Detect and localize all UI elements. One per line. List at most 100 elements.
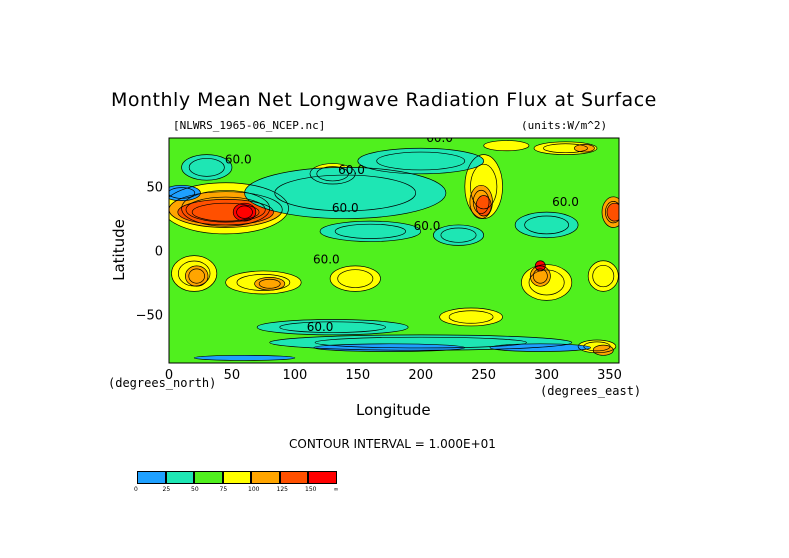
colorbar-swatch — [279, 471, 308, 484]
contour-line — [528, 269, 565, 296]
colorbar-label: 25 — [162, 486, 171, 493]
colorbar-label: 0 — [134, 486, 138, 493]
contour-line — [314, 336, 527, 349]
contour-line — [524, 215, 570, 235]
x-tick-label: 300 — [534, 368, 559, 383]
colorbar-swatch — [308, 471, 337, 484]
contour-line — [543, 143, 588, 154]
plot-frame — [168, 137, 620, 364]
y-axis-label: Latitude — [109, 219, 128, 281]
contour-line — [534, 260, 546, 272]
contour-line — [606, 202, 619, 222]
contour-line — [193, 354, 296, 361]
contour-line — [357, 147, 485, 175]
contour-line — [592, 344, 614, 356]
contour-label: 60.0 — [225, 153, 252, 167]
shaded-region — [476, 195, 492, 216]
x-unit-label: (degrees_east) — [540, 384, 642, 398]
contour-line — [232, 202, 257, 222]
colorbar-swatch — [137, 471, 166, 484]
contour-line — [177, 199, 274, 226]
shaded-region — [574, 144, 595, 153]
contour-line — [171, 255, 218, 292]
x-tick-label: 100 — [282, 368, 307, 383]
colorbar-swatch — [165, 471, 194, 484]
contour-line — [533, 141, 598, 155]
contour-line — [169, 182, 289, 235]
contour-line — [188, 268, 205, 284]
contour-line — [376, 151, 466, 171]
contour-line — [169, 191, 283, 228]
colorbar-swatch — [194, 471, 223, 484]
contour-line — [181, 154, 233, 181]
contour-label: 60.0 — [338, 163, 365, 177]
contour-line — [169, 184, 201, 201]
contour-line — [319, 220, 422, 242]
contour-line — [514, 211, 579, 239]
contour-line — [279, 321, 386, 333]
contour-line — [483, 140, 530, 152]
contour-line — [313, 343, 466, 352]
contour-line — [448, 310, 494, 324]
contour-label: 60.0 — [426, 131, 453, 145]
contour-line — [601, 196, 619, 228]
colorbar-swatch — [251, 471, 280, 484]
contour-line — [225, 270, 302, 295]
contour-line — [587, 260, 619, 292]
contour-label: 60.0 — [313, 252, 340, 266]
contour-line — [236, 205, 253, 219]
contour-line — [236, 274, 291, 291]
shaded-region — [194, 355, 295, 361]
contour-line — [256, 319, 409, 336]
y-tick-label: −50 — [136, 308, 163, 323]
contour-line — [185, 265, 209, 287]
contour-line — [269, 334, 573, 351]
x-ticks: 0 50 100 150 200 250 300 350 — [165, 368, 622, 383]
contour-line — [432, 224, 485, 246]
contour-line — [521, 264, 573, 301]
y-tick-label: 50 — [146, 181, 163, 196]
contour-line — [439, 307, 503, 327]
contour-line — [334, 223, 406, 239]
chart-title: Monthly Mean Net Longwave Radiation Flux… — [111, 89, 657, 111]
contour-line — [185, 196, 266, 223]
y-unit-label: (degrees_north) — [108, 376, 217, 390]
contour-lines — [169, 140, 619, 361]
contour-line — [489, 343, 592, 352]
contour-line — [188, 158, 225, 177]
y-tick-label: 0 — [155, 245, 163, 260]
shaded-region — [483, 140, 529, 151]
contour-line — [475, 195, 492, 217]
units-label: (units:W/m^2) — [521, 119, 608, 132]
colorbar-label: 150 — [305, 486, 317, 493]
contour-label: 60.0 — [332, 201, 359, 215]
colorbar-label: 50 — [191, 486, 199, 493]
colorbar-label: 75 — [219, 486, 228, 493]
colorbar-label: 125 — [276, 486, 288, 493]
x-axis-label: Longitude — [356, 401, 431, 419]
contour-labels: 60.0 60.0 60.0 60.0 60.0 60.0 60.0 60.0 — [225, 131, 579, 334]
contour-line — [274, 174, 417, 212]
contour-line — [464, 154, 503, 219]
contour-line — [469, 184, 493, 219]
shaded-region — [607, 203, 619, 222]
shaded-region — [489, 343, 591, 352]
x-tick-label: 350 — [597, 368, 622, 383]
x-tick-label: 0 — [165, 368, 173, 383]
x-tick-label: 200 — [408, 368, 433, 383]
contour-line — [472, 189, 490, 214]
contour-line — [573, 144, 595, 153]
colorbar-label: ∞ — [333, 486, 339, 493]
contour-line — [181, 190, 271, 227]
contour-line — [169, 187, 196, 199]
contour-line — [470, 163, 498, 210]
contour-line — [532, 268, 548, 284]
x-tick-label: 50 — [224, 368, 241, 383]
colorbar-swatch — [222, 471, 251, 484]
contour-line — [191, 202, 260, 222]
contour-line — [605, 201, 619, 224]
x-tick-label: 250 — [471, 368, 496, 383]
contour-label: 60.0 — [552, 195, 579, 209]
contour-label: 60.0 — [307, 320, 334, 334]
contour-line — [244, 167, 447, 219]
